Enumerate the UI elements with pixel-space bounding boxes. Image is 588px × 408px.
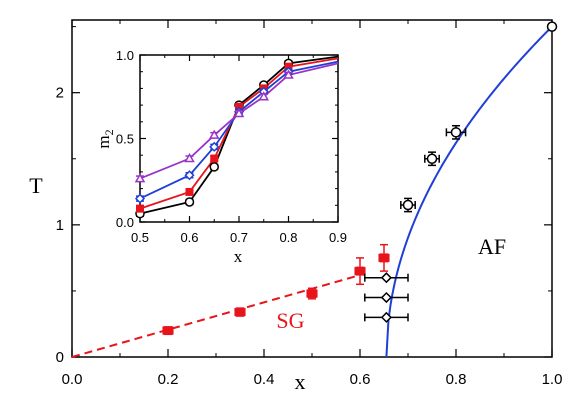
inset-xtick-label: 0.7 — [230, 230, 248, 245]
inset-ytick-label: 1.0 — [116, 48, 134, 63]
main-ytick-label: 1 — [56, 217, 64, 234]
main-marker-0-1 — [235, 307, 245, 317]
inset-xtick-label: 0.8 — [279, 230, 297, 245]
inset-marker-3-4 — [258, 91, 270, 101]
region-label-sg: SG — [276, 308, 304, 333]
main-marker-1-1 — [426, 153, 438, 165]
inset-y-axis-label: m2 — [94, 129, 116, 148]
inset-xtick-label: 0.9 — [329, 230, 347, 245]
inset-xtick-label: 0.6 — [180, 230, 198, 245]
inset-marker-2-2 — [209, 141, 220, 152]
main-xtick-label: 0.8 — [446, 371, 467, 388]
main-marker-0-4 — [379, 253, 389, 263]
inset-marker-3-3 — [233, 107, 245, 118]
main-marker-2-2 — [380, 311, 392, 323]
inset-frame — [139, 54, 339, 223]
inset-marker-1-1 — [185, 187, 194, 196]
main-xtick-label: 1.0 — [542, 371, 563, 388]
region-label-af: AF — [478, 234, 506, 259]
main-marker-1-2 — [450, 127, 462, 138]
main-marker-0-0 — [163, 326, 173, 336]
main-marker-1-3 — [546, 21, 558, 32]
main-y-axis-label: T — [29, 173, 43, 198]
inset-x-axis-label: x — [234, 247, 243, 266]
main-marker-0-3 — [355, 266, 365, 276]
inset-xtick-label: 0.5 — [131, 230, 149, 245]
main-marker-1-0 — [402, 199, 414, 211]
inset-y-axis-label-main: m — [94, 135, 113, 148]
main-ytick-label: 0 — [56, 349, 64, 366]
main-xtick-label: 0.6 — [350, 371, 371, 388]
main-ytick-label: 2 — [56, 85, 64, 102]
main-xtick-label: 0.0 — [62, 371, 83, 388]
inset-marker-1-0 — [136, 204, 144, 213]
main-marker-2-1 — [380, 291, 392, 304]
main-xtick-label: 0.2 — [158, 371, 179, 388]
inset-marker-3-5 — [283, 69, 294, 79]
inset-ytick-label: 0.0 — [116, 215, 134, 230]
inset-marker-0-1 — [184, 197, 195, 207]
inset-marker-2-0 — [134, 193, 146, 204]
inset-y-axis-label-subscript: 2 — [102, 129, 116, 135]
main-xtick-label: 0.4 — [254, 371, 275, 388]
inset-marker-1-2 — [210, 154, 219, 163]
inset-marker-3-1 — [184, 153, 195, 163]
inset-marker-2-1 — [184, 170, 195, 181]
inset-marker-0-2 — [209, 162, 219, 172]
main-x-axis-label: x — [295, 369, 306, 394]
af-boundary-curve — [385, 25, 553, 358]
main-marker-2-0 — [380, 272, 392, 284]
main-marker-0-2 — [307, 289, 317, 299]
inset-ytick-label: 0.5 — [116, 132, 134, 147]
inset-marker-3-2 — [208, 129, 220, 139]
inset-marker-3-0 — [134, 173, 146, 183]
